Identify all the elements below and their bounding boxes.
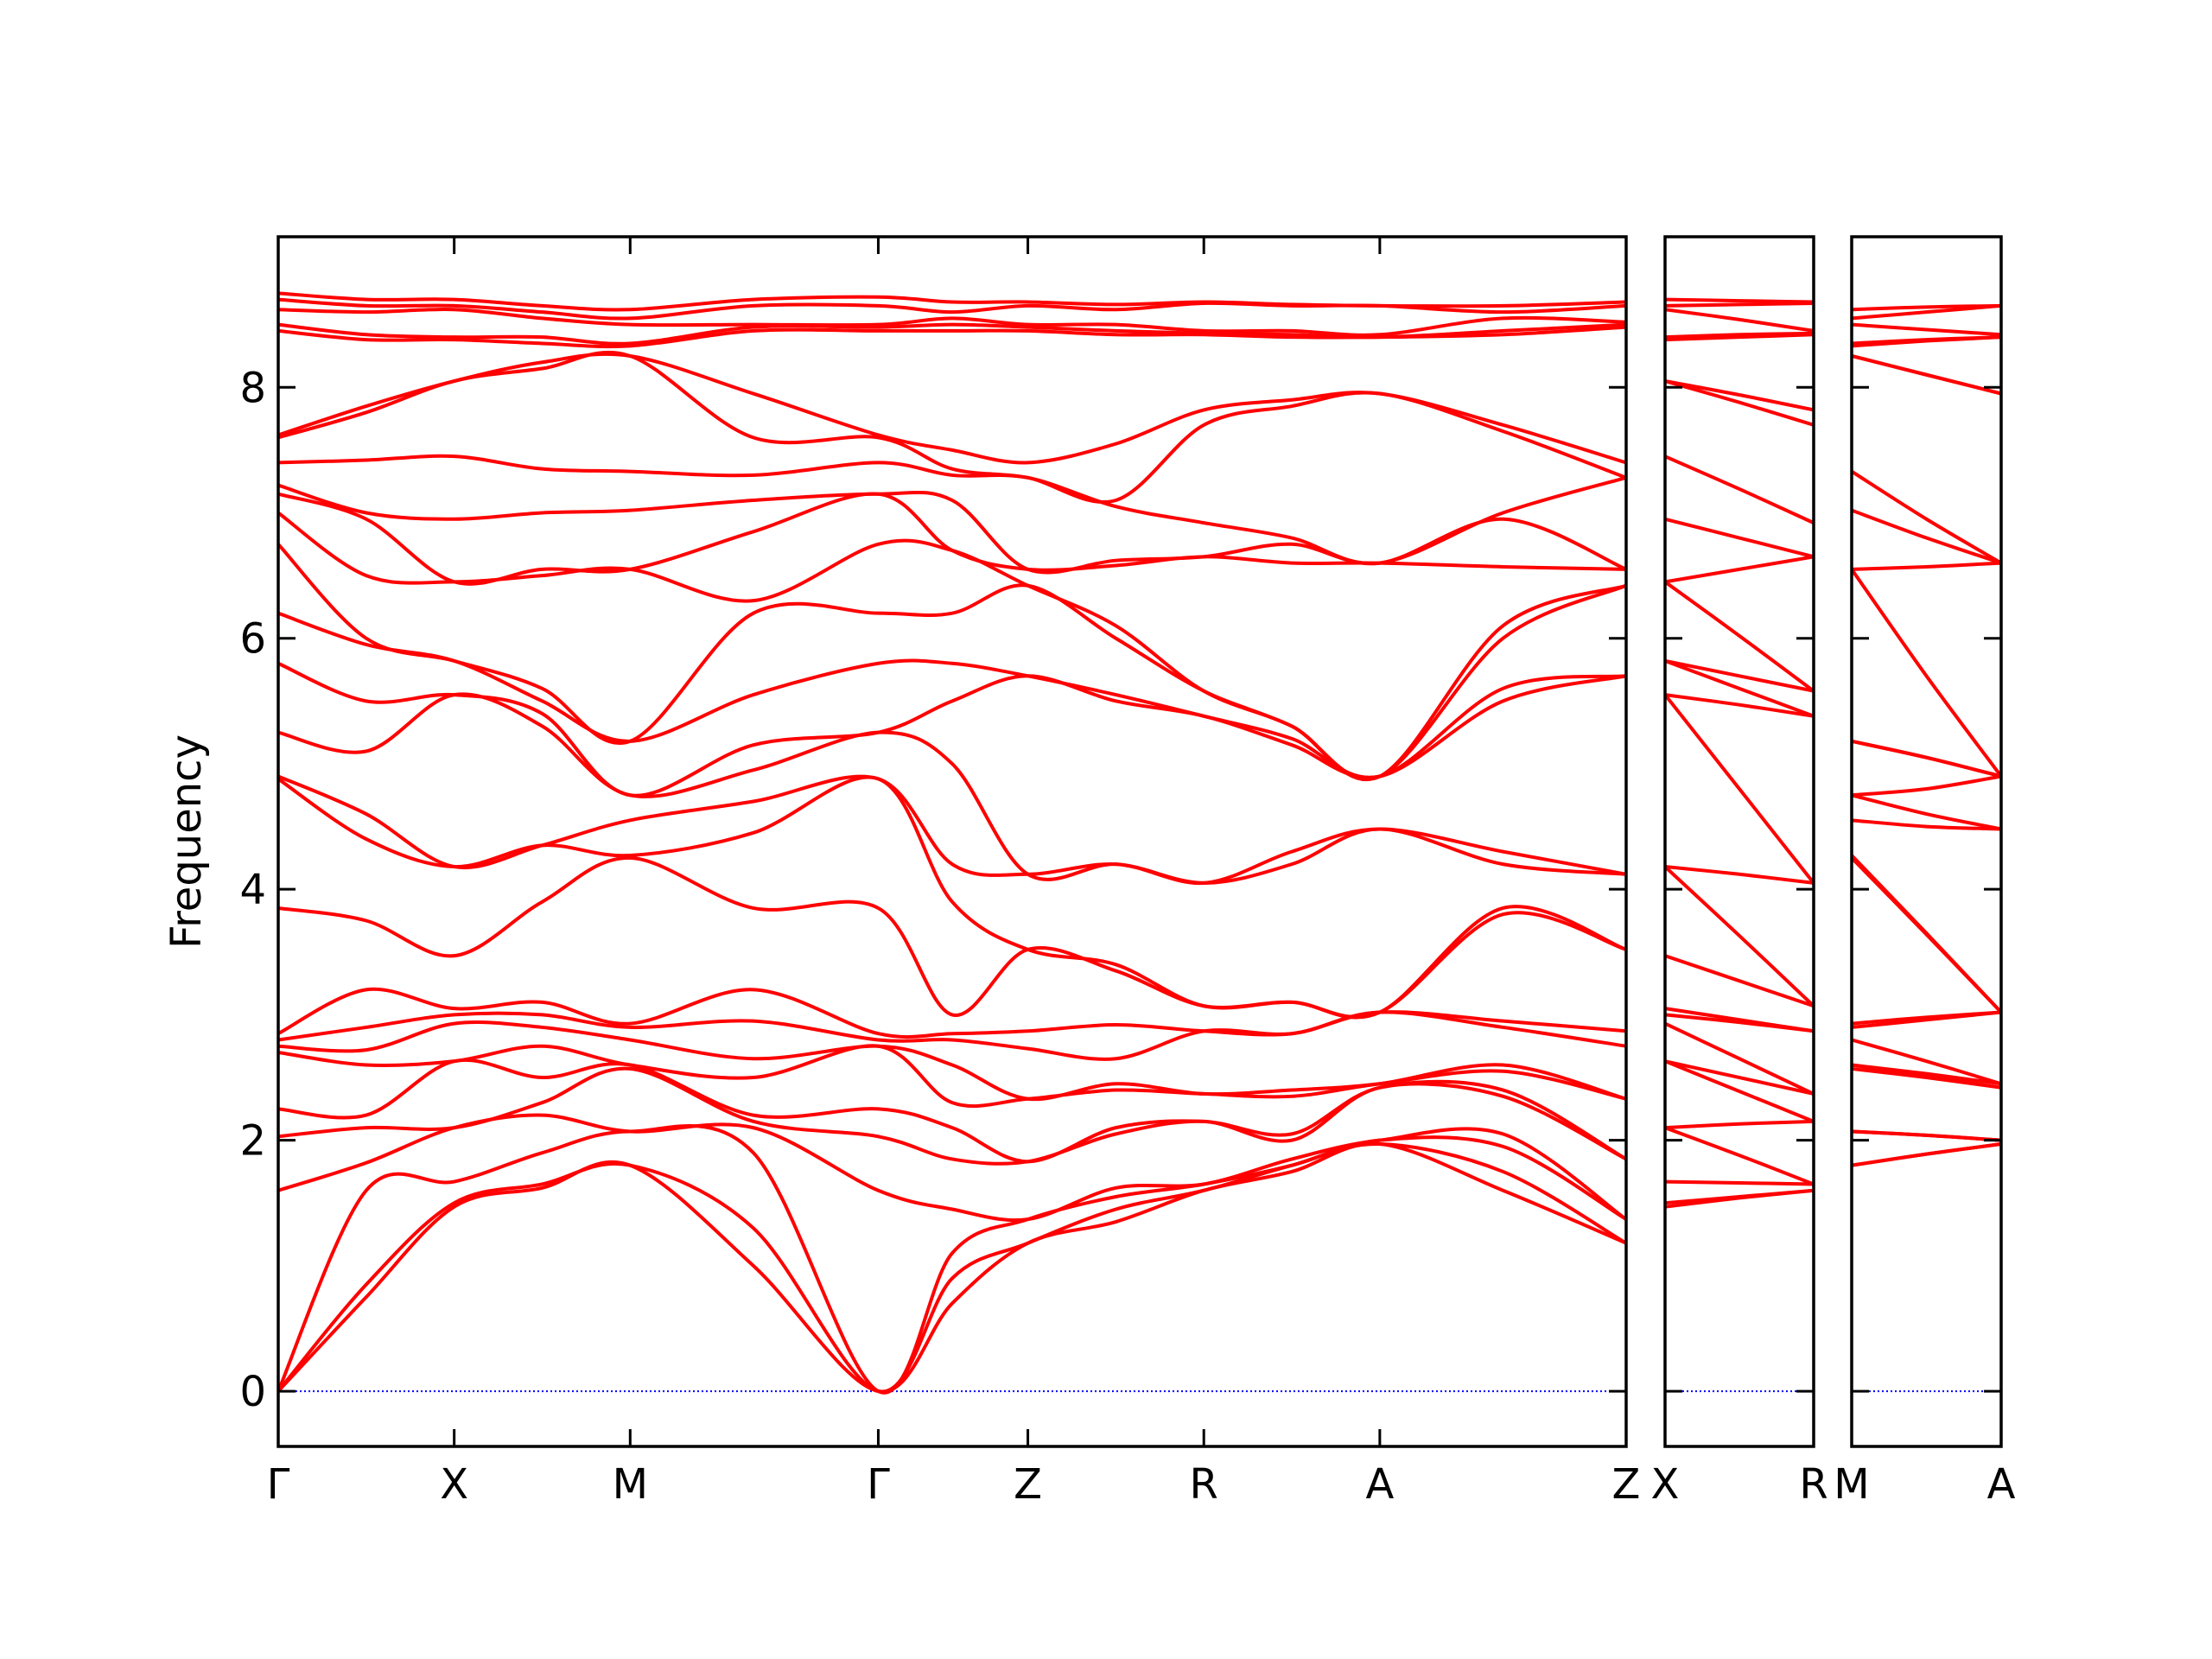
plot-area	[278, 291, 1626, 1395]
band-line	[1665, 1007, 1814, 1033]
band-line	[1852, 739, 2001, 779]
axes-frame	[1850, 235, 2003, 1448]
x-tick-label: R	[1799, 1460, 1827, 1509]
y-axis-label: Frequency	[162, 734, 211, 949]
band-line	[1852, 1038, 2001, 1086]
band-line	[1665, 331, 1814, 340]
plot-area	[1852, 303, 2001, 1393]
x-tick-label: Z	[1014, 1460, 1042, 1509]
axes-frame	[276, 235, 1628, 1448]
band-line	[278, 1020, 1626, 1102]
axes-frame	[1663, 235, 1815, 1448]
x-tick-label: Γ	[867, 1460, 890, 1509]
band-line	[1665, 1179, 1814, 1186]
band-line	[1665, 580, 1814, 693]
band-line	[1665, 555, 1814, 584]
band-line	[1852, 354, 2001, 396]
band-line	[1852, 818, 2001, 831]
band-line	[1852, 1010, 2001, 1026]
band-line	[1665, 865, 1814, 1007]
band-line	[1852, 303, 2001, 312]
band-line	[1665, 301, 1814, 308]
y-tick-label: 6	[239, 615, 266, 664]
x-tick-label: X	[1651, 1460, 1680, 1509]
band-line	[1665, 693, 1814, 885]
x-tick-label: X	[440, 1460, 468, 1509]
x-tick-label: R	[1190, 1460, 1218, 1509]
band-line	[1665, 865, 1814, 885]
x-tick-label: A	[1987, 1460, 2016, 1509]
band-line	[1665, 379, 1814, 412]
panel: 0 2 4 6 8 Γ X M Γ Z R A Z Frequency	[162, 235, 1641, 1509]
y-tick-label: 4	[239, 866, 266, 914]
band-line	[1665, 454, 1814, 524]
x-tick-label: Z	[1612, 1460, 1641, 1509]
plot-area	[1665, 297, 1814, 1393]
band-line	[278, 1141, 1626, 1394]
band-line	[278, 308, 1626, 337]
band-line	[1665, 517, 1814, 559]
y-tick-label: 8	[239, 364, 266, 412]
band-line	[1665, 1126, 1814, 1186]
band-line	[1665, 658, 1814, 693]
band-line	[1665, 1059, 1814, 1123]
x-tick-label: M	[613, 1460, 648, 1509]
band-line	[278, 291, 1626, 312]
band-line	[1665, 1188, 1814, 1205]
band-line	[1665, 308, 1814, 333]
band-line	[1665, 954, 1814, 1008]
band-line	[278, 322, 1626, 346]
band-line	[1852, 568, 2001, 778]
band-line	[1665, 658, 1814, 718]
y-tick-label: 2	[239, 1117, 266, 1166]
band-line	[1665, 1021, 1814, 1096]
band-line	[1852, 322, 2001, 337]
x-tick-label: A	[1365, 1460, 1394, 1509]
band-line	[278, 352, 1626, 465]
band-line	[1852, 469, 2001, 565]
band-line	[1665, 297, 1814, 304]
band-line	[278, 987, 1626, 1039]
y-tick-label: 0	[239, 1368, 266, 1416]
band-line	[1852, 335, 2001, 346]
band-line	[1852, 854, 2001, 1014]
band-line	[1852, 561, 2001, 571]
band-line	[1852, 774, 2001, 798]
band-line	[1852, 1142, 2001, 1167]
band-line	[278, 1058, 1626, 1164]
band-line	[1665, 1119, 1814, 1130]
band-line	[1852, 508, 2001, 565]
band-line	[1665, 693, 1814, 718]
x-tick-label: M	[1834, 1460, 1869, 1509]
band-line	[1665, 1059, 1814, 1096]
band-line	[278, 775, 1626, 1020]
band-line	[1852, 1063, 2001, 1086]
x-tick-label: Γ	[267, 1460, 290, 1509]
band-line	[278, 454, 1626, 566]
band-line	[1852, 793, 2001, 831]
